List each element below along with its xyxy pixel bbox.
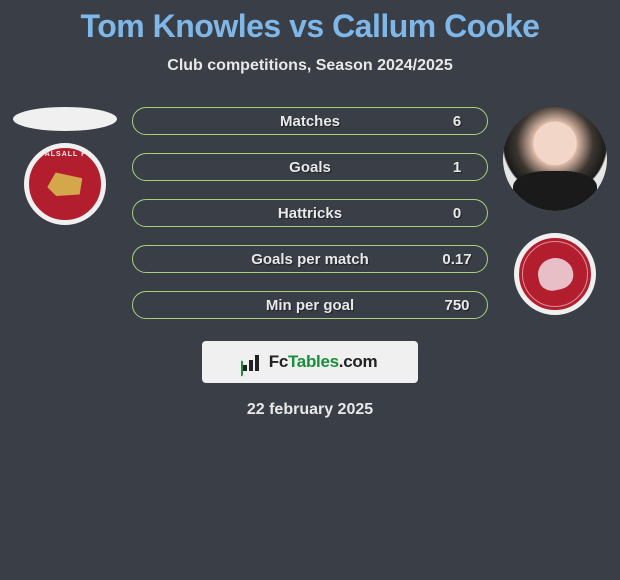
left-player-avatar — [13, 107, 117, 131]
stat-bar-matches: Matches 6 — [132, 107, 488, 135]
left-player-column: WALSALL FC — [10, 103, 120, 225]
chart-icon — [243, 353, 263, 371]
main-row: WALSALL FC Matches 6 Goals 1 Hattricks 0… — [0, 103, 620, 319]
right-club-badge — [514, 233, 596, 315]
brand-part1: Fc — [269, 352, 288, 371]
brand-box[interactable]: FcTables.com — [202, 341, 418, 383]
left-club-badge-text: WALSALL FC — [29, 151, 101, 158]
stat-label: Goals per match — [133, 251, 427, 268]
right-player-avatar — [503, 107, 607, 211]
stat-bar-hattricks: Hattricks 0 — [132, 199, 488, 227]
page-title: Tom Knowles vs Callum Cooke — [0, 8, 620, 45]
stat-label: Goals — [133, 159, 427, 176]
brand-part2: Tables — [288, 352, 339, 371]
subtitle: Club competitions, Season 2024/2025 — [0, 57, 620, 75]
stat-value-right: 750 — [427, 297, 487, 314]
stat-value-right: 6 — [427, 113, 487, 130]
stat-label: Min per goal — [133, 297, 427, 314]
stat-value-right: 1 — [427, 159, 487, 176]
left-club-badge: WALSALL FC — [24, 143, 106, 225]
comparison-card: Tom Knowles vs Callum Cooke Club competi… — [0, 0, 620, 419]
stat-bar-min-per-goal: Min per goal 750 — [132, 291, 488, 319]
stat-label: Matches — [133, 113, 427, 130]
stat-value-right: 0 — [427, 205, 487, 222]
brand-suffix: .com — [339, 352, 377, 371]
stat-bar-goals-per-match: Goals per match 0.17 — [132, 245, 488, 273]
stat-value-right: 0.17 — [427, 251, 487, 268]
stat-bar-goals: Goals 1 — [132, 153, 488, 181]
date-text: 22 february 2025 — [0, 401, 620, 419]
stat-label: Hattricks — [133, 205, 427, 222]
stats-column: Matches 6 Goals 1 Hattricks 0 Goals per … — [120, 103, 500, 319]
right-player-column — [500, 103, 610, 315]
